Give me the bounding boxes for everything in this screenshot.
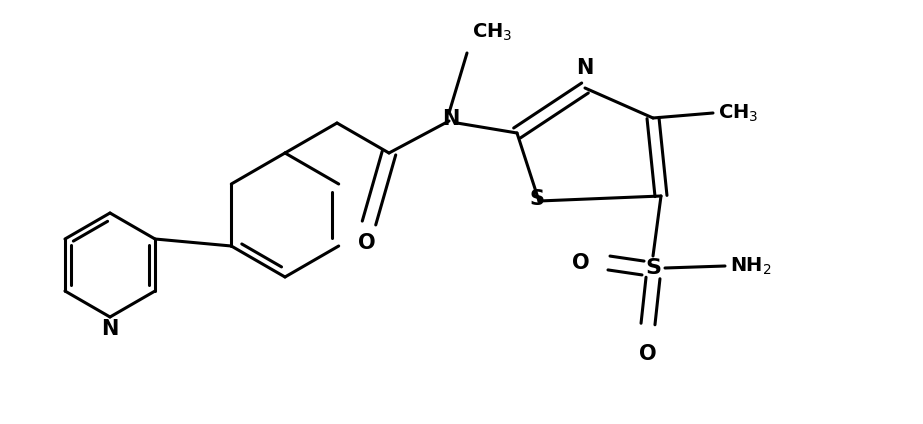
- Text: O: O: [358, 233, 376, 253]
- Text: O: O: [640, 344, 657, 364]
- Text: S: S: [645, 258, 661, 278]
- Text: CH$_3$: CH$_3$: [718, 102, 759, 124]
- Text: N: N: [442, 109, 460, 129]
- Text: S: S: [530, 189, 545, 209]
- Text: O: O: [572, 253, 590, 273]
- Text: N: N: [576, 58, 593, 78]
- Text: N: N: [102, 319, 119, 339]
- Text: NH$_2$: NH$_2$: [730, 255, 772, 276]
- Text: CH$_3$: CH$_3$: [472, 22, 512, 43]
